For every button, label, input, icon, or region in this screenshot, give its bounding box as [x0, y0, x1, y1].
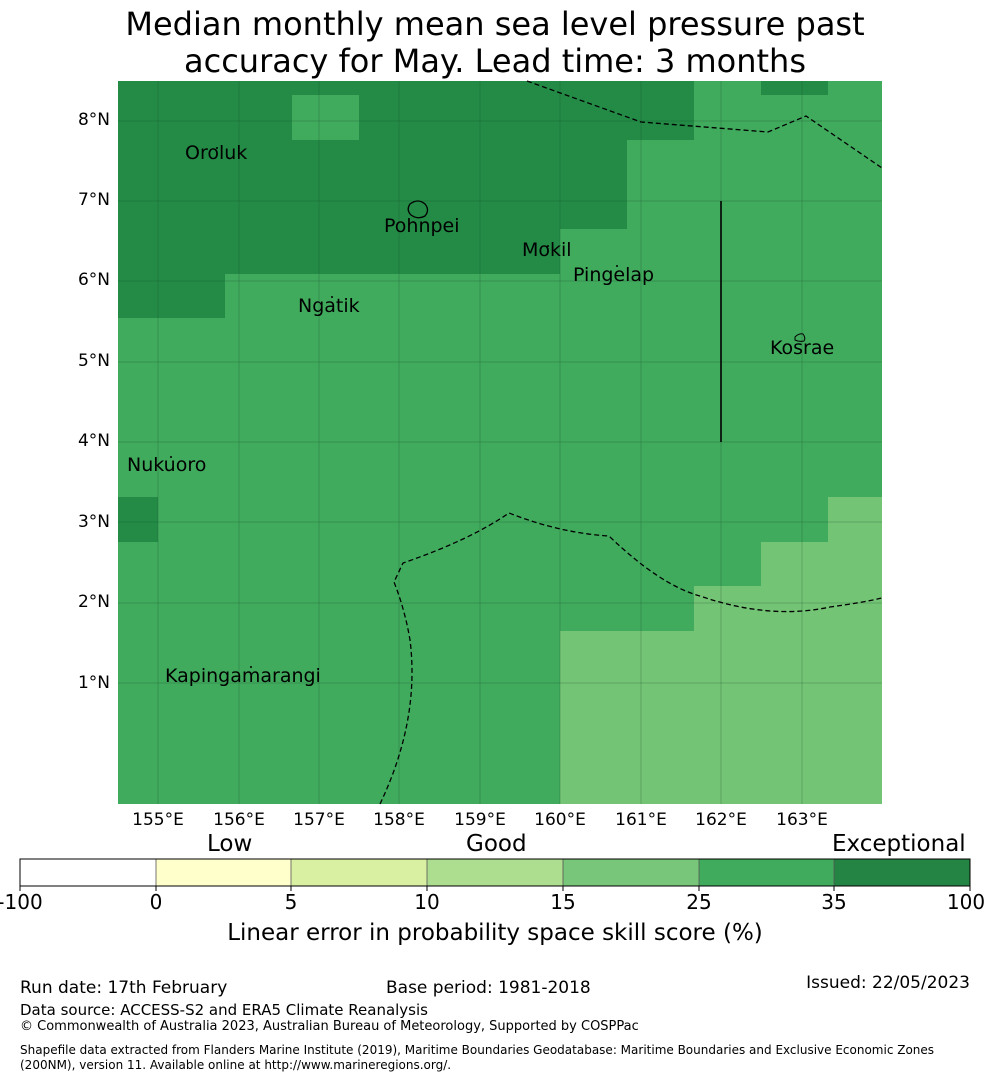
- colorbar-segment-5-10: [291, 859, 427, 886]
- gridlines: [118, 81, 882, 804]
- lat-label-6n: 6°N: [77, 270, 110, 290]
- lat-label-4n: 4°N: [77, 431, 110, 451]
- colorbar-segment-10-15: [427, 859, 563, 886]
- region-good-patch: [292, 95, 359, 140]
- lat-label-3n: 3°N: [77, 512, 110, 532]
- tick-35: 35: [821, 890, 847, 914]
- place-nukuoro: Nukuoro: [127, 454, 207, 476]
- pohnpei-outline: [407, 200, 429, 219]
- lon-label-162e: 162°E: [695, 810, 747, 830]
- tick-25: 25: [686, 890, 712, 914]
- kapingamarangi-dot: [250, 666, 252, 668]
- data-source: Data source: ACCESS-S2 and ERA5 Climate …: [20, 1001, 428, 1019]
- place-oroluk: Oroluk: [185, 142, 248, 164]
- lon-label-156e: 156°E: [213, 810, 265, 830]
- category-good: Good: [466, 831, 527, 857]
- colorbar-segment-25-35: [699, 859, 834, 886]
- base-period: Base period: 1981-2018: [386, 978, 591, 998]
- pingelap-dot: [616, 265, 618, 267]
- place-kosrae: Kosrae: [770, 337, 835, 359]
- lon-label-163e: 163°E: [776, 810, 828, 830]
- skill-map: [118, 80, 883, 805]
- nukuoro-dot: [170, 456, 172, 458]
- title-line-2: accuracy for May. Lead time: 3 months: [183, 42, 806, 80]
- tick-15: 15: [550, 890, 576, 914]
- colorbar-label: Linear error in probability space skill …: [227, 920, 763, 946]
- eez-boundaries: [379, 80, 883, 805]
- lon-label-159e: 159°E: [454, 810, 506, 830]
- chart-title: Median monthly mean sea level pressure p…: [0, 6, 990, 80]
- colorbar-segment-0-5: [156, 859, 291, 886]
- lon-label-157e: 157°E: [293, 810, 345, 830]
- lat-label-1n: 1°N: [77, 673, 110, 693]
- category-exceptional: Exceptional: [832, 831, 966, 857]
- colorbar-frame: [19, 858, 971, 887]
- oroluk-dot: [216, 147, 218, 149]
- place-kapingamarangi: Kapingamarangi: [165, 665, 321, 687]
- colorbar-segment-35-100: [834, 859, 970, 886]
- lon-label-155e: 155°E: [132, 810, 184, 830]
- region-exceptional-small-ne: [761, 81, 828, 95]
- kosrae-outline: [794, 333, 806, 342]
- shapefile-credit-line-2: (200NM), version 11. Available online at…: [20, 1058, 452, 1072]
- issued-date: Issued: 22/05/2023: [806, 973, 970, 993]
- lat-label-7n: 7°N: [77, 190, 110, 210]
- tick-neg100: -100: [0, 890, 43, 914]
- tick-5: 5: [284, 890, 298, 914]
- lat-label-8n: 8°N: [77, 110, 110, 130]
- shapefile-credit: Shapefile data extracted from Flanders M…: [20, 1043, 970, 1073]
- lat-label-5n: 5°N: [77, 351, 110, 371]
- copyright: © Commonwealth of Australia 2023, Austra…: [20, 1019, 639, 1034]
- lat-label-2n: 2°N: [77, 592, 110, 612]
- place-mokil: Mokil: [522, 239, 572, 261]
- run-date: Run date: 17th February: [20, 978, 228, 998]
- place-pohnpei: Pohnpei: [384, 215, 460, 237]
- lon-label-161e: 161°E: [615, 810, 667, 830]
- place-pingelap: Pingelap: [573, 264, 655, 286]
- mokil-dot: [547, 245, 549, 247]
- category-low: Low: [207, 831, 253, 857]
- region-exceptional-north: [118, 81, 694, 318]
- ngatik-dot: [331, 296, 333, 298]
- lon-label-158e: 158°E: [373, 810, 425, 830]
- colorbar-segment-neg100-0: [20, 859, 156, 886]
- colorbar: [19, 858, 971, 891]
- place-ngatik: Ngatik: [298, 295, 360, 317]
- region-good-light-se: [560, 497, 882, 804]
- lon-label-160e: 160°E: [534, 810, 586, 830]
- title-line-1: Median monthly mean sea level pressure p…: [125, 5, 865, 43]
- tick-10: 10: [414, 890, 440, 914]
- region-exceptional-small-w: [118, 497, 158, 542]
- tick-100: 100: [946, 890, 986, 914]
- colorbar-segment-15-25: [563, 859, 699, 886]
- shapefile-credit-line-1: Shapefile data extracted from Flanders M…: [20, 1043, 935, 1057]
- tick-0: 0: [149, 890, 163, 914]
